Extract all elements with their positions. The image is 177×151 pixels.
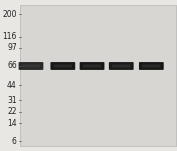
Text: 116: 116 — [2, 32, 17, 42]
FancyBboxPatch shape — [22, 64, 40, 67]
Text: 97: 97 — [7, 43, 17, 52]
Text: 6: 6 — [12, 137, 17, 146]
FancyBboxPatch shape — [50, 62, 75, 70]
FancyBboxPatch shape — [83, 64, 101, 67]
Text: 200: 200 — [2, 10, 17, 19]
Text: 66: 66 — [7, 61, 17, 70]
FancyBboxPatch shape — [112, 64, 130, 67]
FancyBboxPatch shape — [80, 62, 104, 70]
FancyBboxPatch shape — [142, 64, 160, 67]
FancyBboxPatch shape — [109, 62, 134, 70]
Text: 31: 31 — [7, 96, 17, 105]
FancyBboxPatch shape — [54, 64, 72, 67]
Bar — [20, 5, 176, 146]
Text: 44: 44 — [7, 81, 17, 90]
Text: 14: 14 — [7, 119, 17, 128]
FancyBboxPatch shape — [19, 62, 43, 70]
Text: 22: 22 — [7, 107, 17, 116]
FancyBboxPatch shape — [139, 62, 164, 70]
